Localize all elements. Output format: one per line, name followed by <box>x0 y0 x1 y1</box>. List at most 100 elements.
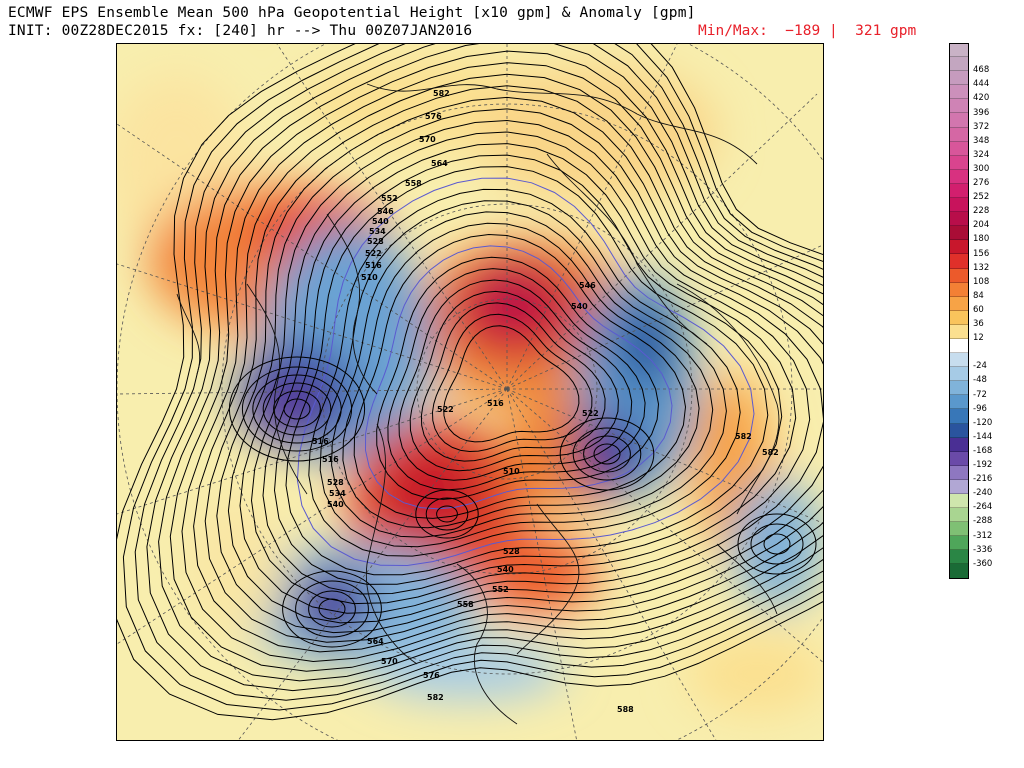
colorbar-swatch <box>949 353 969 368</box>
colorbar-tick-label: -360 <box>973 558 993 569</box>
height-contour-line <box>364 245 673 510</box>
colorbar-swatch <box>949 338 969 354</box>
colorbar-swatch <box>949 99 969 114</box>
contour-label: 528 <box>503 547 520 556</box>
contour-label: 510 <box>361 273 378 282</box>
height-contour-line <box>273 154 783 585</box>
colorbar-swatch <box>949 71 969 86</box>
height-contour-line <box>331 211 714 538</box>
height-contour-line <box>158 44 823 682</box>
closed-contour <box>750 523 804 565</box>
colorbar-tick-label: 300 <box>973 163 990 174</box>
colorbar-swatch <box>949 423 969 438</box>
contour-label: 516 <box>322 455 339 464</box>
colorbar-tick-label: 228 <box>973 206 990 217</box>
colorbar-swatch <box>949 43 969 58</box>
contour-label: 564 <box>431 159 448 168</box>
height-contour-line <box>117 44 823 721</box>
colorbar-swatch <box>949 127 969 142</box>
closed-contour <box>282 570 382 648</box>
colorbar-tick-label: -336 <box>973 544 993 555</box>
anomaly-map-canvas: 5825765705645585525465405345285225165105… <box>117 44 823 740</box>
closed-contour <box>436 505 458 523</box>
colorbar-tick-label: -96 <box>973 403 987 414</box>
closed-contour <box>273 390 321 428</box>
colorbar-tick-label: 84 <box>973 290 984 301</box>
colorbar-swatch <box>949 296 969 311</box>
colorbar-swatch <box>949 437 969 452</box>
contour-label: 516 <box>365 261 382 270</box>
colorbar-tick-label: -48 <box>973 375 987 386</box>
map-title: ECMWF EPS Ensemble Mean 500 hPa Geopoten… <box>8 5 696 21</box>
height-contour-line <box>250 131 811 605</box>
colorbar-tick-label: -264 <box>973 502 993 513</box>
contour-label: 516 <box>487 399 504 408</box>
colorbar-tick-label: 276 <box>973 178 990 188</box>
colorbar-swatch <box>949 310 969 325</box>
height-contour-line <box>387 268 646 491</box>
closed-contour <box>295 580 369 638</box>
colorbar-tick-label: -216 <box>973 474 993 485</box>
contour-label: 516 <box>312 437 329 446</box>
colorbar-swatch <box>949 212 969 227</box>
colorbar-tick-label: -72 <box>973 389 987 400</box>
contour-label: 522 <box>437 405 454 414</box>
contour-label: 582 <box>762 448 779 457</box>
height-contour-line <box>319 200 727 548</box>
height-contour-line <box>134 44 823 701</box>
colorbar-swatch <box>949 254 969 269</box>
contour-label: 552 <box>492 585 509 594</box>
contour-label: 576 <box>423 671 440 680</box>
contour-label: 510 <box>503 467 520 476</box>
contour-labels: 5825765705645585525465405345285225165105… <box>312 89 779 714</box>
contour-label: 564 <box>367 637 384 646</box>
contour-label: 528 <box>327 478 344 487</box>
colorbar-swatch <box>949 451 969 466</box>
colorbar-tick-label: -144 <box>973 431 993 442</box>
colorbar-swatch <box>949 226 969 241</box>
colorbar-tick-label: 156 <box>973 248 990 259</box>
colorbar-swatch <box>949 522 969 537</box>
contour-label: 570 <box>419 135 436 144</box>
colorbar-swatch <box>949 141 969 156</box>
closed-contour <box>737 513 817 575</box>
closed-contour <box>252 374 342 444</box>
contour-label: 558 <box>457 600 474 609</box>
height-contour-line <box>193 73 823 653</box>
height-contour-line <box>308 188 741 557</box>
height-contour-line <box>409 290 619 472</box>
colorbar-swatch <box>949 367 969 382</box>
height-contour-line <box>204 85 823 643</box>
colorbar-tick-label: -192 <box>973 460 993 470</box>
contour-label: 534 <box>369 227 386 236</box>
colorbar-swatch <box>949 395 969 410</box>
colorbar-tick-label: 372 <box>973 121 990 132</box>
colorbar-swatch <box>949 57 969 72</box>
height-contour-line <box>216 96 823 634</box>
colorbar-swatch <box>949 324 969 339</box>
closed-contour <box>559 417 655 491</box>
colorbar-tick-label: 180 <box>973 234 990 245</box>
colorbar-tick-label: -240 <box>973 488 993 499</box>
contour-label: 540 <box>372 217 389 226</box>
height-contour-line <box>443 325 580 443</box>
closed-contour <box>593 443 621 465</box>
height-contour-line <box>431 313 593 453</box>
closed-contour <box>415 489 479 539</box>
polar-stereographic-map: 582 576 570 564 558 552 546 540 534 528 522 516 510 5… <box>116 43 824 741</box>
colorbar-tick-label: -24 <box>973 361 987 372</box>
colorbar-tick-label: 396 <box>973 107 990 118</box>
height-contour-line <box>398 279 633 481</box>
colorbar-swatch <box>949 282 969 297</box>
colorbar-swatch <box>949 169 969 184</box>
contour-label: 522 <box>365 249 382 258</box>
height-contour-line <box>122 44 823 711</box>
closed-contour <box>763 533 791 555</box>
colorbar-swatch <box>949 198 969 213</box>
height-contour-line <box>342 222 700 529</box>
closed-contour <box>228 356 366 462</box>
colorbar-tick-label: 348 <box>973 135 990 146</box>
height-contour-line <box>353 233 687 519</box>
coastlines <box>176 83 780 725</box>
contour-label: 552 <box>381 194 398 203</box>
